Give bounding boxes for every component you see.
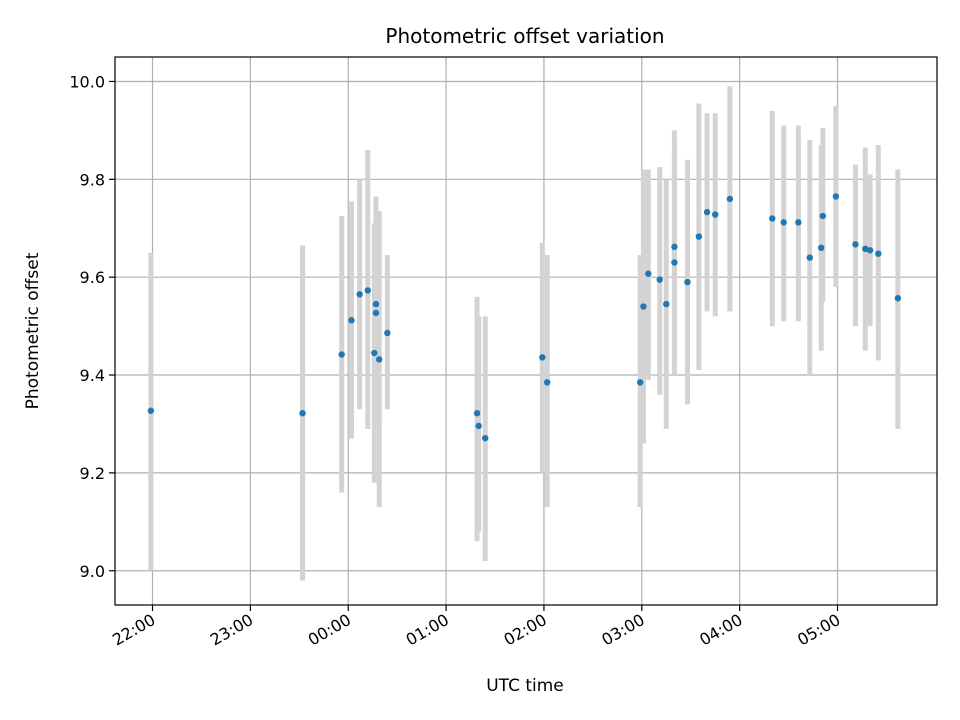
data-point <box>372 309 380 317</box>
data-point <box>482 434 489 442</box>
data-point <box>372 300 380 308</box>
data-point <box>671 243 678 251</box>
data-point <box>544 379 551 386</box>
data-point <box>473 410 481 417</box>
data-point <box>671 259 678 266</box>
y-tick-label: 9.0 <box>80 562 105 581</box>
data-point <box>640 303 647 310</box>
y-tick-label: 9.2 <box>80 464 105 483</box>
y-tick-label: 10.0 <box>69 72 105 91</box>
data-point <box>348 317 355 324</box>
data-point <box>711 211 719 218</box>
data-point <box>703 208 711 216</box>
data-point <box>684 278 691 286</box>
y-tick-label: 9.8 <box>80 170 105 189</box>
data-points <box>147 193 902 442</box>
data-point <box>875 250 882 257</box>
y-tick-label: 9.4 <box>80 366 105 385</box>
data-point <box>356 291 363 298</box>
y-tick-label: 9.6 <box>80 268 105 287</box>
data-point <box>338 351 345 358</box>
data-point <box>645 270 652 277</box>
data-point <box>819 212 827 220</box>
data-point <box>384 329 391 337</box>
chart-title: Photometric offset variation <box>385 24 664 48</box>
data-point <box>862 245 869 252</box>
x-axis-label: UTC time <box>486 676 564 696</box>
data-point <box>376 356 383 363</box>
data-point <box>299 410 306 417</box>
data-point <box>539 354 546 361</box>
data-point <box>695 233 703 240</box>
data-point <box>364 287 371 294</box>
data-point <box>371 349 378 357</box>
data-point <box>656 276 663 283</box>
data-point <box>852 241 859 248</box>
data-point <box>780 219 787 226</box>
data-point <box>636 379 644 386</box>
data-point <box>866 247 874 254</box>
data-point <box>894 295 902 302</box>
y-axis: 9.0 9.2 9.4 9.6 9.8 10.0 <box>69 72 115 581</box>
data-point <box>795 219 802 226</box>
data-point <box>663 300 670 308</box>
data-point <box>147 407 155 414</box>
data-point <box>769 215 776 222</box>
y-axis-label: Photometric offset <box>23 252 43 409</box>
data-point <box>806 254 813 261</box>
data-point <box>818 244 825 252</box>
data-point <box>475 422 482 430</box>
data-point <box>726 195 734 203</box>
data-point <box>832 193 840 200</box>
plot-frame <box>114 56 938 606</box>
